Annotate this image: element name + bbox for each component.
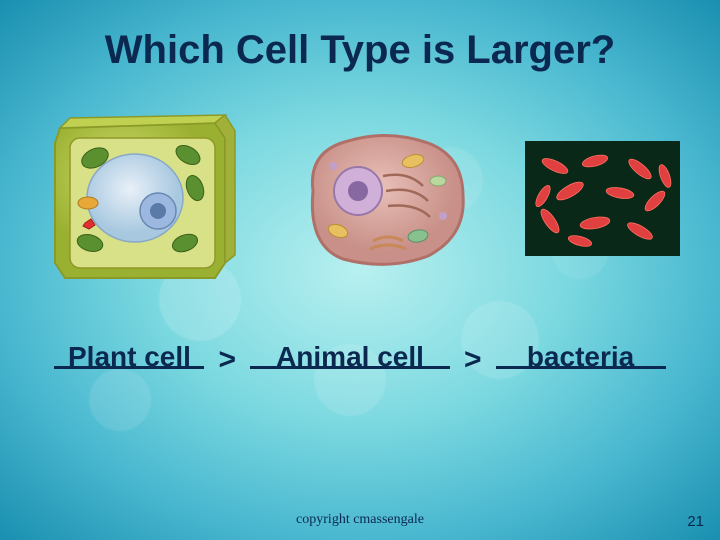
blank-1: Plant cell bbox=[54, 344, 204, 376]
slide: Which Cell Type is Larger? bbox=[0, 0, 720, 540]
greater-than-2: > bbox=[464, 343, 482, 377]
cell-images-row bbox=[40, 103, 680, 293]
slide-title: Which Cell Type is Larger? bbox=[30, 28, 690, 73]
greater-than-1: > bbox=[218, 343, 236, 377]
blank-3: bacteria bbox=[496, 344, 666, 376]
animal-cell-image bbox=[288, 121, 478, 276]
page-number: 21 bbox=[687, 513, 704, 530]
answer-1: Plant cell bbox=[68, 341, 191, 373]
answer-2: Animal cell bbox=[276, 341, 424, 373]
answer-3: bacteria bbox=[527, 341, 634, 373]
comparison-row: Plant cell > Animal cell > bacteria bbox=[30, 343, 690, 377]
copyright-text: copyright cmassengale bbox=[296, 512, 424, 528]
plant-cell-image bbox=[40, 103, 240, 293]
bacteria-image bbox=[525, 141, 680, 256]
blank-2: Animal cell bbox=[250, 344, 450, 376]
